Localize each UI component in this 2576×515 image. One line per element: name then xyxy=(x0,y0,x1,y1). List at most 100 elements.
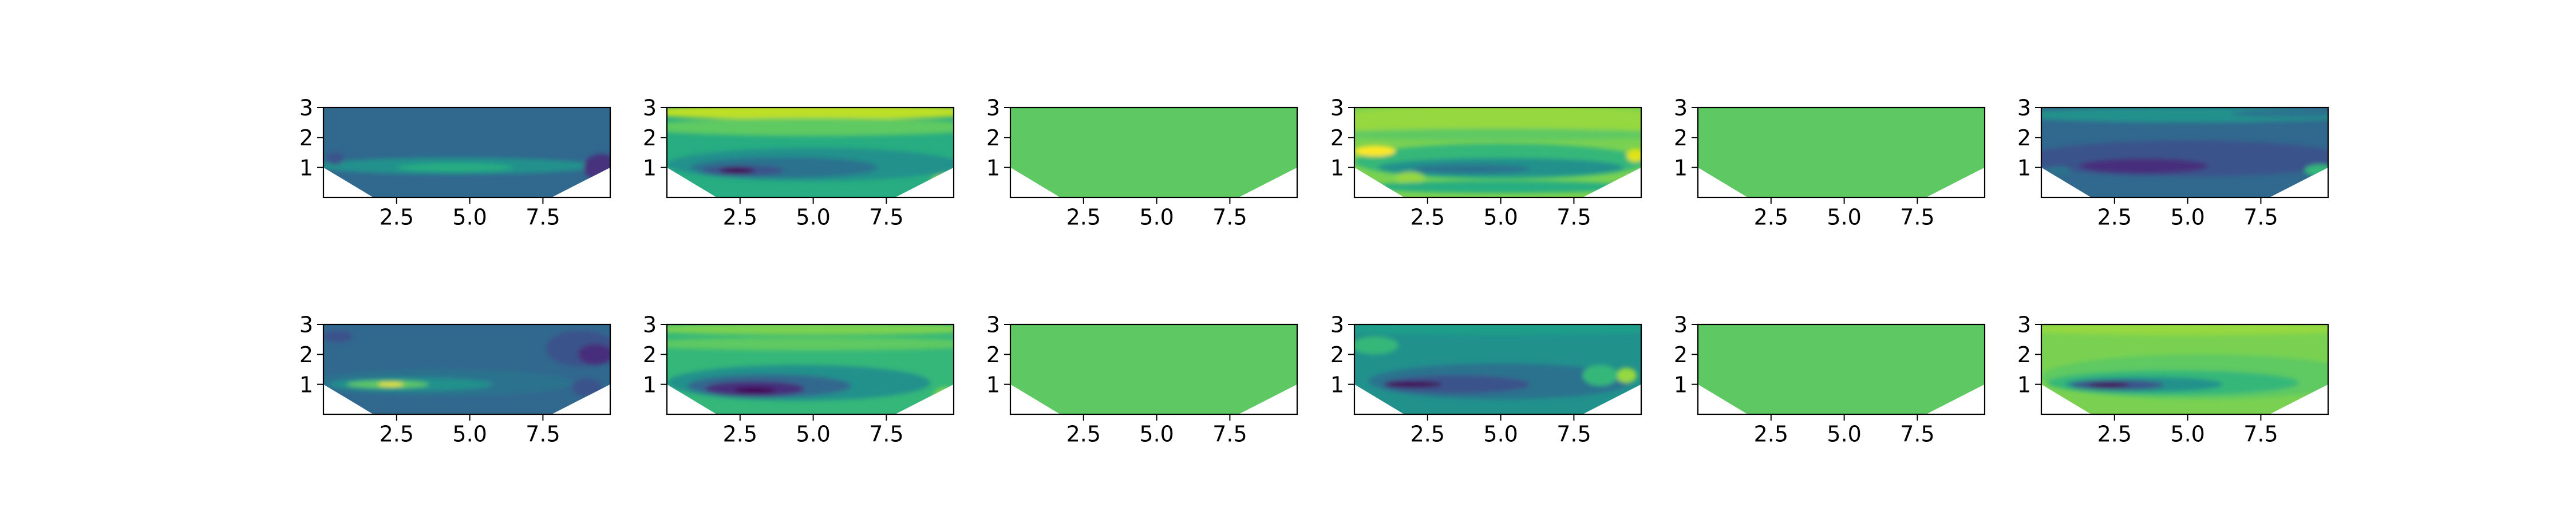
x-tick-label: 2.5 xyxy=(2097,205,2132,230)
y-tick-label: 2 xyxy=(1330,125,1344,150)
contour-panel: 2.5 5.0 7.5 1 2 3 xyxy=(1674,96,1986,230)
contour-fill xyxy=(323,324,610,414)
contour-level-region xyxy=(667,337,954,351)
contour-base-level xyxy=(1010,324,1297,414)
contour-level-region xyxy=(1354,324,1641,335)
contour-level-region xyxy=(377,382,404,386)
x-tick-label: 2.5 xyxy=(2097,422,2132,447)
x-tick-label: 7.5 xyxy=(869,422,903,447)
axes-frame xyxy=(2040,323,2329,415)
y-tick-label: 3 xyxy=(986,312,1000,338)
y-tick-label: 1 xyxy=(2017,372,2031,397)
axes-frame xyxy=(666,323,955,415)
x-tick-label: 5.0 xyxy=(2170,205,2204,230)
contour-level-region xyxy=(572,378,602,397)
y-tick-label: 1 xyxy=(643,372,657,397)
y-tick-label: 2 xyxy=(643,125,657,150)
contour-level-region xyxy=(1616,367,1637,383)
axes-frame xyxy=(1353,323,1642,415)
x-tick-label: 5.0 xyxy=(1139,205,1174,230)
contour-level-region xyxy=(1413,164,1530,174)
x-tick-label: 2.5 xyxy=(1066,205,1101,230)
x-tick-label: 5.0 xyxy=(2170,422,2204,447)
x-tick-label: 2.5 xyxy=(1411,422,1445,447)
contour-fill xyxy=(1354,108,1641,197)
contour-fill xyxy=(1010,108,1297,197)
y-tick-label: 1 xyxy=(299,155,313,180)
contour-fill xyxy=(667,108,954,197)
y-tick-label: 1 xyxy=(986,372,1000,397)
contour-level-region xyxy=(2231,110,2328,117)
x-tick-label: 2.5 xyxy=(723,205,757,230)
x-tick-label: 7.5 xyxy=(526,205,560,230)
y-tick-label: 2 xyxy=(299,342,313,367)
contour-panel: 2.5 5.0 7.5 1 2 3 xyxy=(1330,312,1642,447)
contour-panel: 2.5 5.0 7.5 1 2 3 xyxy=(2017,312,2329,447)
y-tick-label: 3 xyxy=(2017,96,2031,121)
y-tick-label: 2 xyxy=(2017,125,2031,150)
y-tick-label: 3 xyxy=(1330,96,1344,121)
y-tick-label: 1 xyxy=(643,155,657,180)
x-tick-label: 5.0 xyxy=(1827,422,1861,447)
contour-panel: 2.5 5.0 7.5 1 2 3 xyxy=(643,312,955,447)
axes-frame xyxy=(322,106,611,199)
x-tick-label: 5.0 xyxy=(1139,422,1174,447)
contour-level-region xyxy=(2047,166,2071,175)
x-tick-label: 7.5 xyxy=(1900,422,1934,447)
x-tick-label: 2.5 xyxy=(1411,205,1445,230)
y-tick-label: 3 xyxy=(1330,312,1344,338)
contour-base-level xyxy=(1698,324,1985,414)
contour-panel: 2.5 5.0 7.5 1 2 3 xyxy=(1674,312,1986,447)
contour-level-region xyxy=(667,108,954,120)
axes-frame xyxy=(1697,106,1986,199)
y-tick-label: 1 xyxy=(1330,372,1344,397)
contour-fill xyxy=(1354,324,1641,414)
contour-panel: 2.5 5.0 7.5 1 2 3 xyxy=(1330,96,1642,230)
x-tick-label: 7.5 xyxy=(1900,205,1934,230)
contour-level-region xyxy=(578,344,610,365)
contour-base-level xyxy=(1010,108,1297,197)
contour-fill xyxy=(1010,324,1297,414)
contour-panel: 2.5 5.0 7.5 1 2 3 xyxy=(986,96,1298,230)
contour-level-region xyxy=(326,152,344,165)
x-tick-label: 7.5 xyxy=(1212,422,1247,447)
contour-level-region xyxy=(323,330,353,343)
y-tick-label: 2 xyxy=(2017,342,2031,367)
contour-panel: 2.5 5.0 7.5 1 2 3 xyxy=(986,312,1298,447)
contour-level-region xyxy=(1369,181,1633,193)
y-tick-label: 3 xyxy=(643,312,657,338)
contour-level-region xyxy=(1582,365,1618,386)
y-tick-label: 2 xyxy=(986,342,1000,367)
contour-panel: 2.5 5.0 7.5 1 2 3 xyxy=(2017,96,2329,230)
contour-level-region xyxy=(667,324,954,335)
y-tick-label: 3 xyxy=(2017,312,2031,338)
y-tick-label: 1 xyxy=(986,155,1000,180)
axes-frame xyxy=(1353,106,1642,199)
contour-level-region xyxy=(720,167,755,174)
contour-level-region xyxy=(667,118,954,136)
contour-panel: 2.5 5.0 7.5 1 2 3 xyxy=(299,312,611,447)
x-tick-label: 5.0 xyxy=(1483,205,1518,230)
x-tick-label: 7.5 xyxy=(526,422,560,447)
x-tick-label: 2.5 xyxy=(380,422,414,447)
x-tick-label: 5.0 xyxy=(452,422,487,447)
x-tick-label: 7.5 xyxy=(2243,422,2278,447)
x-tick-label: 5.0 xyxy=(452,205,487,230)
y-tick-label: 2 xyxy=(643,342,657,367)
contour-level-region xyxy=(583,154,610,181)
y-tick-label: 2 xyxy=(986,125,1000,150)
x-tick-label: 7.5 xyxy=(1556,422,1591,447)
x-tick-label: 2.5 xyxy=(1066,422,1101,447)
y-tick-label: 1 xyxy=(1674,155,1688,180)
y-tick-label: 1 xyxy=(1674,372,1688,397)
contour-level-region xyxy=(1354,145,1396,157)
x-tick-label: 7.5 xyxy=(869,205,903,230)
x-tick-label: 2.5 xyxy=(1754,422,1788,447)
x-tick-label: 5.0 xyxy=(796,205,830,230)
contour-level-region xyxy=(1395,172,1425,184)
contour-level-region xyxy=(2079,159,2208,174)
x-tick-label: 7.5 xyxy=(2243,205,2278,230)
axes-frame xyxy=(2040,106,2329,199)
